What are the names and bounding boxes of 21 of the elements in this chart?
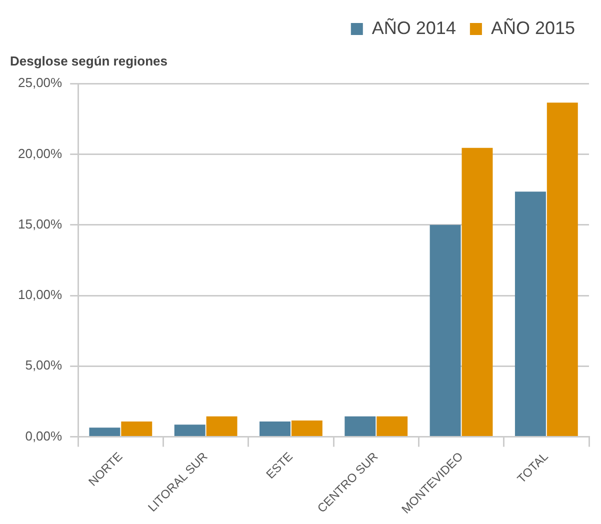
y-tick-label: 20,00% bbox=[18, 146, 63, 161]
bar bbox=[462, 148, 493, 436]
bar bbox=[546, 102, 578, 436]
bar bbox=[206, 416, 238, 436]
y-tick-label: 10,00% bbox=[18, 287, 63, 302]
bar bbox=[344, 416, 376, 436]
y-tick-label: 5,00% bbox=[25, 358, 63, 373]
bar bbox=[291, 420, 322, 436]
bar bbox=[174, 424, 206, 436]
bar bbox=[89, 428, 120, 436]
bar bbox=[514, 192, 546, 436]
bar bbox=[430, 224, 461, 436]
legend-label: AÑO 2014 bbox=[372, 18, 456, 38]
y-tick-label: 0,00% bbox=[25, 428, 63, 444]
y-tick-label: 25,00% bbox=[18, 75, 63, 90]
legend-label: AÑO 2015 bbox=[490, 18, 576, 38]
chart-title: Desglose según regiones bbox=[10, 53, 168, 68]
y-tick-label: 15,00% bbox=[18, 216, 63, 232]
bar bbox=[260, 422, 290, 436]
bar bbox=[376, 416, 408, 436]
bar bbox=[121, 422, 152, 436]
